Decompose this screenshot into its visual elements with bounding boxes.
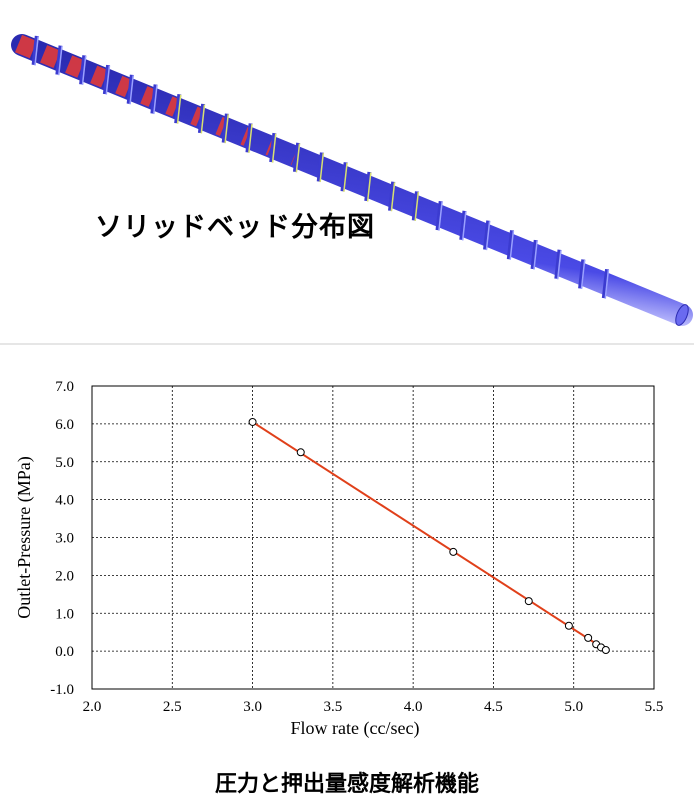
screw-flight (221, 113, 229, 143)
screw-flight (150, 84, 158, 114)
screw-flight (364, 171, 372, 202)
y-tick-labels: -1.0 0.0 1.0 2.0 3.0 4.0 5.0 6.0 7.0 (50, 379, 74, 698)
flight-edge (414, 191, 420, 222)
x-axis-label: Flow rate (cc/sec) (291, 718, 420, 739)
solid-bed-segment (65, 55, 85, 78)
y-tick-label: 7.0 (55, 379, 74, 395)
flight-edge (343, 162, 348, 192)
screw-flight (388, 181, 396, 211)
screw-flight (316, 152, 324, 182)
flight-edge (271, 133, 277, 163)
y-tick-label: -1.0 (50, 682, 74, 698)
flight-edge (556, 250, 562, 280)
screw-solid-bed-figure: ソリッドベッド分布図 (0, 0, 694, 340)
x-tick-label: 4.0 (404, 699, 423, 715)
chart-svg: 2.0 2.5 3.0 3.5 4.0 4.5 5.0 5.5 -1.0 0.0 1.0 2.0 3.… (14, 379, 664, 739)
flight-edge (295, 143, 301, 173)
flight-edge (200, 104, 206, 134)
x-tick-label: 4.5 (484, 699, 503, 715)
x-tick-label: 5.5 (645, 699, 664, 715)
solid-bed-segment (165, 96, 180, 117)
y-tick-label: 6.0 (55, 417, 74, 433)
solid-bed-segment (140, 86, 156, 107)
panel-divider (0, 343, 694, 345)
flight-edge (319, 153, 325, 183)
flight-edge (604, 269, 610, 299)
data-point (524, 597, 533, 606)
y-axis-label: Outlet-Pressure (MPa) (14, 456, 35, 618)
flight-edge (176, 94, 182, 124)
y-tick-label: 5.0 (55, 455, 74, 471)
flight-edge (533, 240, 538, 270)
y-tick-label: 1.0 (55, 606, 74, 622)
screw-flight (245, 123, 253, 153)
solid-bed-segment (265, 137, 275, 156)
flight-edge (34, 36, 39, 66)
x-tick-label: 3.5 (323, 699, 342, 715)
screw-flight (292, 142, 301, 173)
screw-flight (55, 45, 63, 75)
screw-flight (269, 132, 277, 163)
screw-flight (102, 64, 111, 95)
screw-flight (411, 191, 419, 221)
screw-tip (675, 304, 689, 326)
data-point (601, 645, 610, 654)
screw-flight (435, 200, 443, 231)
flight-edge (248, 123, 253, 154)
flight-edge (58, 46, 63, 76)
flight-edge (438, 201, 443, 231)
flight-edge (105, 65, 111, 95)
data-point (296, 448, 305, 457)
pressure-flow-chart: 2.0 2.5 3.0 3.5 4.0 4.5 5.0 5.5 -1.0 0.0 1.0 2.0 3.… (0, 350, 694, 770)
screw-flight (483, 220, 491, 250)
flight-edge (461, 211, 467, 241)
screw-flight (340, 162, 348, 192)
screw-flight (530, 239, 538, 270)
solid-bed-segment (190, 106, 204, 127)
flight-edge (129, 75, 134, 105)
solid-bed-segment (90, 65, 109, 88)
flight-edge (224, 114, 230, 144)
solid-bed-segment (215, 116, 227, 137)
x-tick-label: 3.0 (243, 699, 262, 715)
sensitivity-analysis-caption: 圧力と押出量感度解析機能 (214, 772, 479, 797)
screw-illustration (11, 34, 693, 326)
fit-line (252, 421, 607, 651)
screw-flight (578, 259, 586, 289)
flight-edge (509, 230, 515, 260)
screw-flight (506, 230, 514, 260)
x-tick-labels: 2.0 2.5 3.0 3.5 4.0 4.5 5.0 5.5 (83, 699, 664, 715)
screw-flight (79, 55, 87, 85)
screw-flight (601, 268, 610, 299)
x-tick-label: 5.0 (564, 699, 583, 715)
x-tick-label: 2.0 (83, 699, 102, 715)
screw-flight (31, 35, 39, 66)
solid-bed-segment (14, 34, 37, 59)
screw-flight (126, 74, 134, 104)
solid-bed-segment (115, 75, 132, 98)
data-point (248, 417, 257, 426)
screw-flight (554, 249, 562, 279)
data-point (449, 547, 458, 556)
y-tick-label: 4.0 (55, 493, 74, 509)
data-points (248, 417, 610, 654)
flight-edge (390, 182, 396, 212)
screw-flight (174, 94, 182, 124)
screw-flight (459, 210, 467, 241)
y-tick-label: 0.0 (55, 644, 74, 660)
data-point (564, 621, 573, 630)
flight-edge (81, 55, 87, 85)
screw-flight (197, 103, 206, 134)
flight-edge (153, 85, 158, 115)
x-tick-label: 2.5 (163, 699, 182, 715)
flight-edge (580, 259, 586, 290)
solid-bed-caption: ソリッドベッド分布図 (95, 212, 375, 243)
y-tick-label: 3.0 (55, 531, 74, 547)
solid-bed-segment (240, 127, 251, 146)
flight-edge (485, 221, 491, 251)
y-tick-label: 2.0 (55, 568, 74, 584)
solid-bed-segment (40, 45, 61, 69)
data-point (584, 633, 593, 642)
flight-edge (366, 172, 372, 202)
